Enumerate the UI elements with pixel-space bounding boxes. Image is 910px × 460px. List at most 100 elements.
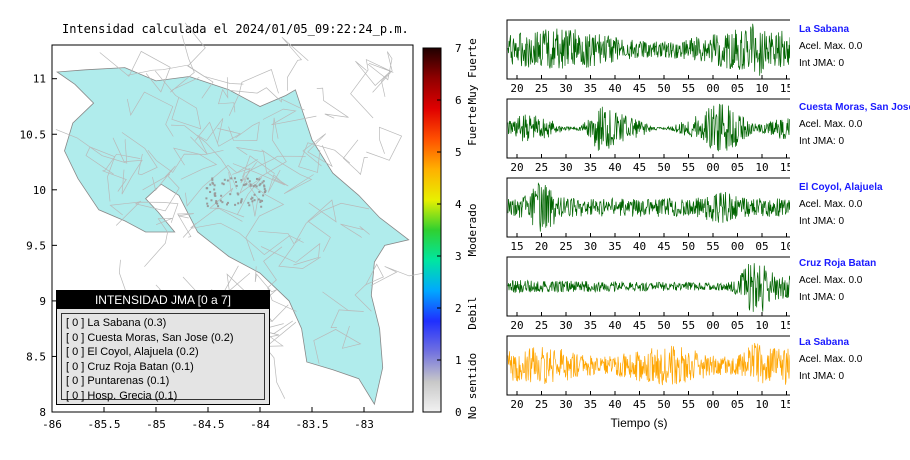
road <box>142 165 176 191</box>
urban-area-mark <box>258 184 261 187</box>
road <box>298 142 351 173</box>
y-tick-label: 8 <box>39 406 46 419</box>
time-tick-label: 50 <box>657 398 670 411</box>
colorbar-tick-label: 4 <box>455 198 462 211</box>
urban-area-mark <box>250 197 253 200</box>
y-tick-label: 10.5 <box>20 128 47 141</box>
y-tick-label: 9 <box>39 295 46 308</box>
time-tick-label: 10 <box>755 161 768 174</box>
time-tick-label: 30 <box>559 319 572 332</box>
time-tick-label: 15 <box>780 398 790 411</box>
urban-area-mark <box>259 201 262 204</box>
waveform-panel: 20 25 30 35 40 45 50 55 00 05 10 15 <box>506 98 790 174</box>
time-tick-label: 55 <box>682 319 695 332</box>
urban-area-mark <box>237 202 240 205</box>
time-tick-label: 10 <box>780 240 790 253</box>
road <box>182 208 243 238</box>
road <box>354 263 384 312</box>
waveform-trace <box>507 182 790 232</box>
urban-area-mark <box>255 185 258 188</box>
time-tick-label: 25 <box>535 161 548 174</box>
urban-area-mark <box>229 193 232 196</box>
urban-area-mark <box>249 184 252 187</box>
time-tick-label: 25 <box>559 240 572 253</box>
road <box>185 158 258 207</box>
road <box>109 201 179 223</box>
road <box>190 118 224 155</box>
legend-item: [ 0 ] Cuesta Moras, San Jose (0.2) <box>66 331 234 344</box>
time-tick-label: 45 <box>633 319 646 332</box>
time-tick-label: 35 <box>584 319 597 332</box>
urban-area-mark <box>230 177 233 180</box>
urban-area-mark <box>258 178 261 181</box>
urban-area-mark <box>223 178 226 181</box>
time-tick-label: 35 <box>584 161 597 174</box>
road <box>101 153 141 192</box>
time-tick-label: 25 <box>535 398 548 411</box>
urban-area-mark <box>264 189 267 192</box>
urban-area-mark <box>237 193 240 196</box>
time-tick-label: 15 <box>780 319 790 332</box>
road <box>154 70 202 130</box>
y-tick-label: 11 <box>33 73 46 86</box>
urban-area-mark <box>213 192 216 195</box>
road <box>144 217 173 267</box>
time-tick-label: 40 <box>608 319 621 332</box>
road <box>192 222 304 256</box>
road <box>313 325 362 364</box>
costa-rica-landmass <box>56 67 410 406</box>
urban-area-mark <box>242 184 245 187</box>
time-axis-label: Tiempo (s) <box>611 416 668 430</box>
road <box>294 202 370 244</box>
x-tick-label: -86 <box>42 418 62 431</box>
x-tick-label: -84 <box>250 418 270 431</box>
road <box>240 155 306 184</box>
road <box>316 87 349 119</box>
legend-item: [ 0 ] Cruz Roja Batan (0.1) <box>66 360 194 373</box>
urban-area-mark <box>239 201 242 204</box>
time-tick-label: 00 <box>706 82 719 95</box>
road <box>342 139 368 176</box>
time-tick-label: 10 <box>755 398 768 411</box>
time-tick-label: 00 <box>706 319 719 332</box>
time-tick-label: 20 <box>510 82 523 95</box>
time-tick-label: 55 <box>682 161 695 174</box>
road <box>112 137 143 195</box>
urban-area-mark <box>226 203 229 206</box>
map-y-ticks: 11 10.5 10 9.5 9 8.5 8 <box>20 73 57 419</box>
road <box>355 60 392 97</box>
time-tick-label: 15 <box>780 161 790 174</box>
time-tick-label: 25 <box>535 82 548 95</box>
road <box>194 121 242 147</box>
road <box>261 149 314 195</box>
urban-area-mark <box>221 182 224 185</box>
urban-area-mark <box>260 205 263 208</box>
urban-area-mark <box>255 177 258 180</box>
time-tick-label: 05 <box>731 398 744 411</box>
y-tick-label: 9.5 <box>26 239 46 252</box>
intensity-legend: INTENSIDAD JMA [0 a 7] [ 0 ] La Sabana (… <box>56 290 270 405</box>
waveform-frame <box>506 177 790 238</box>
time-tick-label: 40 <box>608 398 621 411</box>
time-tick-label: 30 <box>559 398 572 411</box>
colorbar-category-label: Debil <box>466 297 479 330</box>
waveform-panel: 20 25 30 35 40 45 50 55 00 05 10 15 <box>506 19 790 95</box>
colorbar-tick-label: 6 <box>455 94 462 107</box>
urban-area-mark <box>247 201 250 204</box>
waveform-trace <box>507 103 790 152</box>
road <box>99 50 171 93</box>
time-tick-label: 55 <box>682 82 695 95</box>
time-tick-label: 50 <box>657 319 670 332</box>
road <box>170 35 200 93</box>
urban-area-mark <box>240 198 243 201</box>
urban-area-mark <box>215 200 218 203</box>
road <box>126 91 174 137</box>
urban-area-mark <box>253 193 256 196</box>
road <box>307 199 337 252</box>
urban-area-mark <box>213 188 216 191</box>
road <box>55 129 128 164</box>
time-tick-label: 20 <box>510 161 523 174</box>
road <box>228 69 279 116</box>
road <box>170 124 238 190</box>
waveform-panel: 20 25 30 35 40 45 50 55 00 05 10 15 <box>506 335 790 411</box>
